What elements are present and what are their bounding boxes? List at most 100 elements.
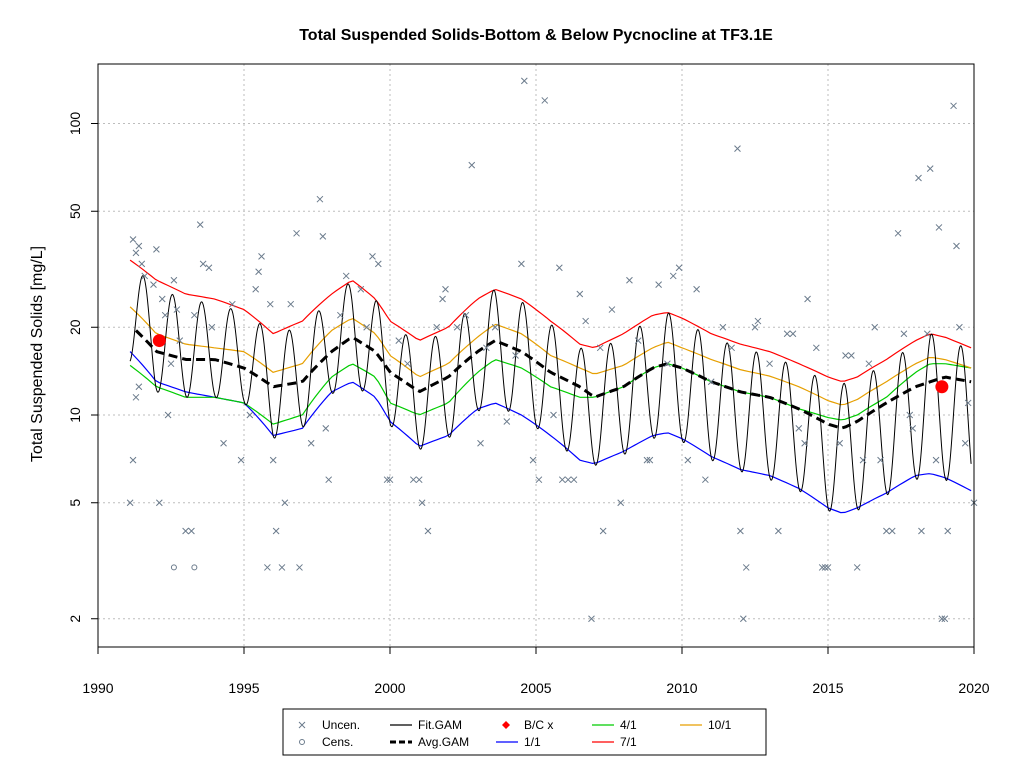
uncensored-point (442, 285, 449, 293)
uncensored-point (468, 161, 476, 169)
uncensored-point (319, 233, 327, 240)
uncensored-point (205, 264, 213, 272)
uncensored-point (737, 527, 744, 535)
uncensored-point (801, 439, 808, 447)
legend-label: Fit.GAM (418, 718, 462, 732)
uncensored-point (395, 337, 403, 344)
uncensored-point (596, 344, 604, 352)
uncensored-point (751, 323, 759, 331)
y-tick-label: 10 (67, 407, 83, 423)
uncensored-point (848, 352, 855, 359)
legend-item: 1/1 (496, 735, 541, 749)
legend-item: 10/1 (680, 718, 732, 732)
uncensored-point (520, 77, 528, 85)
uncensored-point (383, 476, 391, 484)
legend-label: Avg.GAM (418, 735, 469, 749)
uncensored-point (404, 360, 411, 368)
uncensored-point (264, 564, 271, 571)
uncensored-point (588, 615, 595, 623)
uncensored-point (483, 344, 490, 352)
uncensored-point (424, 527, 432, 535)
series-line-7-1 (129, 259, 972, 382)
uncensored-point (518, 260, 525, 268)
uncensored-point (775, 527, 782, 535)
series-layer (129, 259, 972, 514)
uncensored-point (728, 344, 735, 352)
uncensored-point (702, 476, 709, 484)
uncensored-point (129, 456, 137, 464)
uncensored-point (734, 145, 741, 152)
legend-label: 1/1 (524, 735, 541, 749)
legend-marker (502, 721, 510, 729)
uncensored-point (129, 236, 137, 243)
uncensored-point (322, 424, 330, 432)
uncensored-point (135, 242, 143, 250)
y-tick-label: 20 (67, 319, 83, 335)
uncensored-point (938, 615, 946, 623)
legend-item: Uncen. (298, 718, 360, 732)
uncensored-point (369, 253, 376, 260)
x-tick-label: 2020 (958, 680, 989, 696)
legend-label: 4/1 (620, 718, 637, 732)
x-tick-label: 1990 (82, 680, 113, 696)
uncensored-point (582, 317, 589, 325)
uncensored-point (278, 564, 286, 571)
uncensored-point (266, 300, 274, 308)
uncensored-point (433, 323, 441, 331)
uncensored-point (208, 323, 216, 331)
y-tick-label: 100 (67, 112, 83, 136)
uncensored-point (655, 281, 662, 289)
uncensored-point (258, 253, 265, 260)
uncensored-point (853, 564, 861, 571)
x-axis: 1990 1995 2000 2005 2010 2015 2020 (82, 646, 990, 696)
legend: Uncen. Cens. Fit.GAM Avg.GAM B/C x 1/1 4/1 7/1 1… (282, 708, 767, 756)
uncensored-point (693, 285, 700, 293)
uncensored-point (894, 229, 902, 237)
uncensored-point (742, 564, 750, 571)
points-layer (126, 77, 978, 623)
uncensored-point (153, 246, 160, 253)
uncensored-point (293, 229, 300, 237)
x-tick-label: 2005 (520, 680, 551, 696)
uncensored-point (766, 360, 773, 368)
uncensored-point (535, 476, 543, 484)
series-line-avg-gam (134, 329, 972, 430)
uncensored-point (836, 439, 844, 447)
uncensored-point (453, 323, 461, 331)
uncensored-point (626, 276, 633, 284)
uncensored-point (599, 527, 607, 535)
uncensored-point (512, 352, 519, 359)
uncensored-point (287, 300, 295, 308)
uncensored-point (132, 393, 140, 401)
uncensored-point (608, 306, 616, 313)
legend-item: Avg.GAM (390, 735, 469, 749)
uncensored-point (964, 399, 972, 407)
uncensored-point (415, 476, 423, 484)
x-tick-label: 2015 (812, 680, 843, 696)
uncensored-point (789, 330, 797, 338)
uncensored-point (646, 456, 654, 464)
uncensored-point (935, 224, 943, 231)
uncensored-point (643, 456, 651, 464)
uncensored-point (252, 285, 260, 293)
uncensored-point (357, 285, 365, 293)
uncensored-point (675, 264, 683, 272)
uncensored-point (877, 456, 884, 464)
uncensored-point (255, 268, 262, 276)
uncensored-point (953, 242, 960, 250)
legend-box (282, 708, 767, 756)
uncensored-point (941, 615, 949, 623)
uncensored-point (135, 383, 143, 391)
uncensored-point (199, 260, 207, 268)
uncensored-point (865, 360, 873, 368)
uncensored-point (246, 411, 254, 419)
y-axis-label: Total Suspended Solids [mg/L] (29, 246, 46, 462)
uncensored-point (783, 330, 791, 338)
uncensored-point (439, 295, 446, 303)
uncensored-point (281, 499, 289, 507)
uncensored-point (918, 527, 925, 535)
uncensored-point (132, 249, 140, 257)
grid (98, 64, 974, 647)
uncensored-point (491, 323, 499, 331)
uncensored-point (961, 439, 969, 447)
